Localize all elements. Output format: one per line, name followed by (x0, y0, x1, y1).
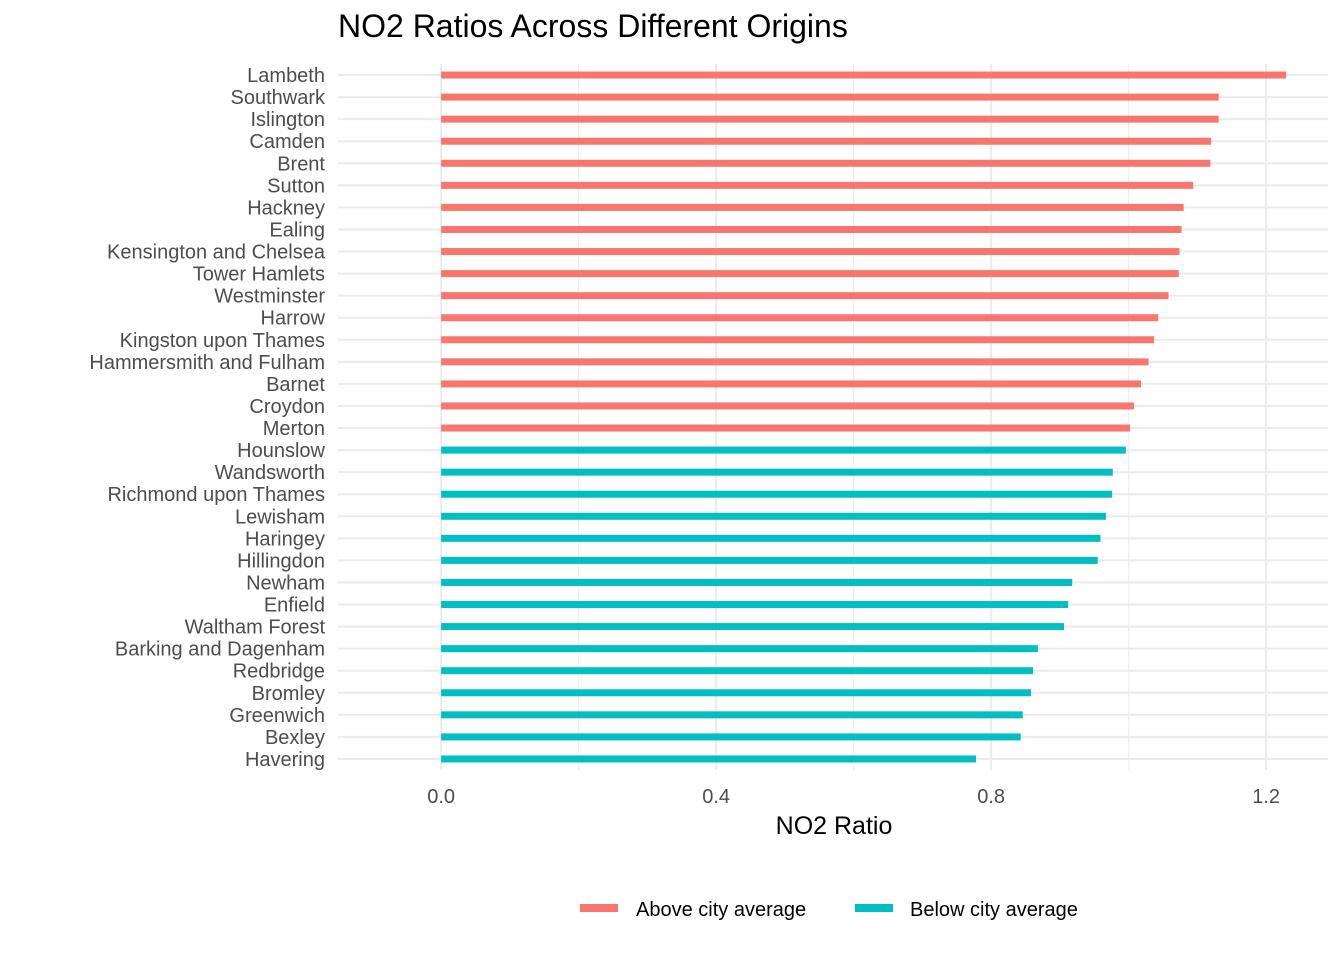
y-tick-label: Sutton (267, 175, 325, 197)
bar (441, 203, 1184, 211)
bar (441, 512, 1106, 520)
bar (441, 446, 1126, 454)
bar (441, 402, 1135, 410)
y-tick-label: Hackney (247, 197, 325, 219)
chart-title: NO2 Ratios Across Different Origins (338, 8, 848, 44)
x-tick-label: 1.2 (1252, 786, 1280, 808)
x-axis-tick-labels: 0.0 0.4 0.8 1.2 (427, 786, 1280, 808)
bar (441, 424, 1130, 432)
y-tick-label: Ealing (269, 219, 325, 241)
bar (441, 556, 1098, 564)
bar (441, 733, 1021, 741)
legend: Above city average Below city average (580, 899, 1078, 921)
x-tick-label: 0.0 (427, 786, 455, 808)
y-tick-label: Brent (277, 153, 325, 175)
y-tick-label: Hounslow (237, 440, 325, 462)
y-tick-label: Newham (246, 572, 325, 594)
y-tick-label: Hammersmith and Fulham (89, 352, 325, 374)
bar (441, 755, 976, 763)
legend-key (580, 904, 618, 912)
y-tick-label: Barking and Dagenham (115, 639, 325, 661)
y-tick-label: Haringey (245, 528, 325, 550)
bar (441, 292, 1169, 300)
bar (441, 468, 1113, 476)
y-tick-label: Tower Hamlets (193, 264, 325, 286)
x-tick-label: 0.4 (702, 786, 730, 808)
bar (441, 137, 1212, 145)
y-tick-label: Kensington and Chelsea (107, 242, 326, 264)
bar (441, 248, 1180, 256)
y-tick-label: Havering (245, 749, 325, 771)
y-tick-label: Southwark (231, 87, 326, 109)
bar (441, 270, 1179, 278)
y-tick-label: Lewisham (235, 506, 325, 528)
y-tick-label: Enfield (264, 595, 325, 617)
y-tick-label: Islington (251, 109, 326, 131)
bar (441, 314, 1159, 322)
bar (441, 181, 1194, 189)
y-tick-label: Waltham Forest (185, 617, 326, 639)
bar (441, 380, 1141, 388)
x-tick-label: 0.8 (977, 786, 1005, 808)
legend-key (855, 904, 893, 912)
bar (441, 93, 1219, 101)
bar (441, 358, 1149, 366)
bar (441, 578, 1073, 586)
grid-lines (338, 64, 1328, 770)
y-tick-label: Hillingdon (237, 550, 325, 572)
y-tick-label: Westminster (214, 286, 325, 308)
bar (441, 711, 1023, 719)
y-tick-label: Barnet (266, 374, 325, 396)
bar (441, 115, 1219, 123)
legend-label: Below city average (910, 899, 1078, 921)
x-axis-label: NO2 Ratio (776, 812, 893, 840)
y-tick-label: Harrow (261, 308, 326, 330)
bar (441, 159, 1211, 167)
y-tick-label: Wandsworth (215, 462, 325, 484)
y-tick-label: Lambeth (247, 65, 325, 87)
y-tick-label: Greenwich (229, 705, 325, 727)
bars (441, 71, 1287, 763)
bar (441, 490, 1113, 498)
y-tick-label: Redbridge (233, 661, 325, 683)
bar (441, 623, 1064, 631)
y-tick-label: Richmond upon Thames (107, 484, 325, 506)
legend-label: Above city average (636, 899, 806, 921)
y-tick-label: Merton (263, 418, 325, 440)
y-tick-label: Bexley (265, 727, 325, 749)
bar (441, 667, 1034, 675)
y-tick-label: Camden (249, 131, 325, 153)
bar (441, 336, 1155, 344)
bar (441, 225, 1182, 233)
y-tick-label: Kingston upon Thames (120, 330, 325, 352)
bar (441, 645, 1038, 653)
y-tick-label: Croydon (249, 396, 325, 418)
bar (441, 534, 1101, 542)
bar (441, 601, 1069, 609)
y-tick-label: Bromley (252, 683, 325, 705)
bar (441, 71, 1287, 79)
y-axis-tick-labels: LambethSouthwarkIslingtonCamdenBrentSutt… (89, 65, 326, 771)
bar (441, 689, 1031, 697)
